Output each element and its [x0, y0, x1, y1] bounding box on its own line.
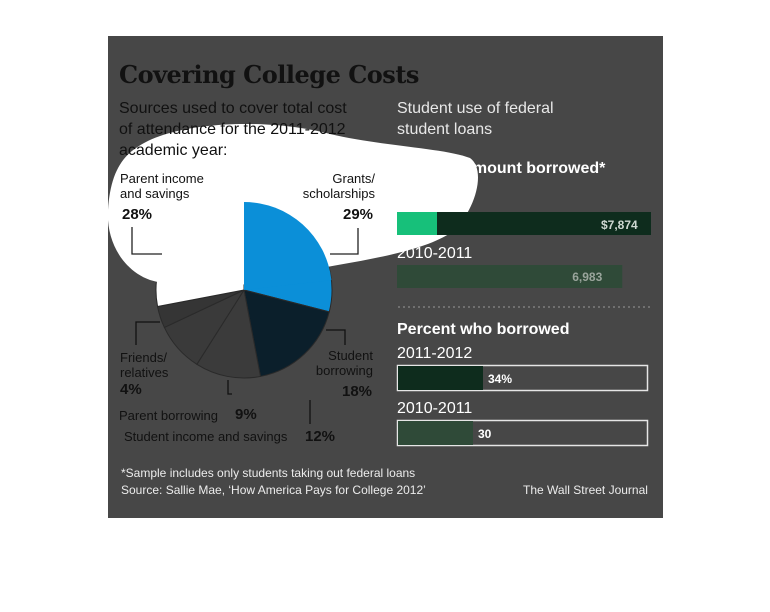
- pie-slice-grants: [244, 202, 332, 290]
- right-subtitle-line-1: Student use of federal: [397, 100, 554, 117]
- avg-value-2010-2011: 6,983: [572, 270, 603, 284]
- pct-student-income: 12%: [305, 428, 336, 445]
- avg-year-2011-2012: 2011-2012: [397, 190, 473, 207]
- percent-borrowed-bars: [396, 364, 649, 447]
- highlight-blob: [107, 123, 479, 287]
- leader-friends: [135, 321, 160, 345]
- leader-grants: [330, 228, 359, 255]
- avg-year-2010-2011: 2010-2011: [397, 245, 473, 262]
- avg-bar-2011-2012: [397, 212, 651, 235]
- pct-bar-frame-2011-2012: [396, 364, 649, 392]
- pct-student-borrowing: 18%: [342, 383, 373, 400]
- pct-value-2010-2011: 30: [478, 427, 492, 441]
- left-subtitle-line-3: academic year:: [119, 142, 228, 159]
- leader-parent-income: [131, 227, 162, 255]
- avg-value-2011-2012: $7,874: [601, 218, 638, 232]
- leader-parent-borrowing: [227, 380, 232, 395]
- percent-borrowed-heading: Percent who borrowed: [397, 321, 570, 338]
- footnote: *Sample includes only students taking ou…: [121, 466, 416, 480]
- avg-amount-heading: Average amount borrowed*: [397, 160, 606, 177]
- pct-parent-income: 28%: [122, 206, 153, 223]
- leader-student-borrowing: [326, 329, 346, 345]
- label-student-borrowing: Student borrowing: [315, 348, 373, 378]
- left-subtitle-line-2: of attendance for the 2011-2012: [119, 121, 346, 138]
- pct-bar-2011-2012: [398, 366, 483, 390]
- pie-slice-student-borrowing: [243, 289, 330, 378]
- credit: The Wall Street Journal: [523, 483, 648, 497]
- pct-year-2011-2012: 2011-2012: [397, 345, 473, 362]
- pct-value-2011-2012: 34%: [488, 372, 513, 386]
- pct-year-2010-2011: 2010-2011: [397, 400, 473, 417]
- avg-bar-2010-2011: [397, 265, 623, 288]
- label-grants: Grants/scholarships: [302, 171, 375, 201]
- source-note: Source: Sallie Mae, ‘How America Pays fo…: [121, 483, 426, 497]
- label-parent-income: Parent income and savings: [120, 171, 204, 201]
- label-student-income: Student income and savings: [124, 429, 288, 444]
- pct-bar-frame-2010-2011: [396, 419, 649, 447]
- left-subtitle-line-1: Sources used to cover total cost: [119, 100, 347, 117]
- pct-grants: 29%: [343, 206, 374, 223]
- pie-slice-student-income: [196, 288, 262, 379]
- pct-bar-2010-2011: [398, 421, 473, 445]
- chart-title: Covering College Costs: [119, 60, 419, 89]
- right-subtitle-line-2: student loans: [397, 121, 493, 138]
- average-amount-bars: [397, 212, 651, 288]
- pct-friends: 4%: [120, 381, 142, 398]
- pct-parent-borrowing: 9%: [235, 406, 257, 423]
- label-parent-borrowing: Parent borrowing: [119, 408, 218, 423]
- avg-bar-highlight: [397, 212, 437, 235]
- label-friends: Friends/relatives: [120, 350, 169, 380]
